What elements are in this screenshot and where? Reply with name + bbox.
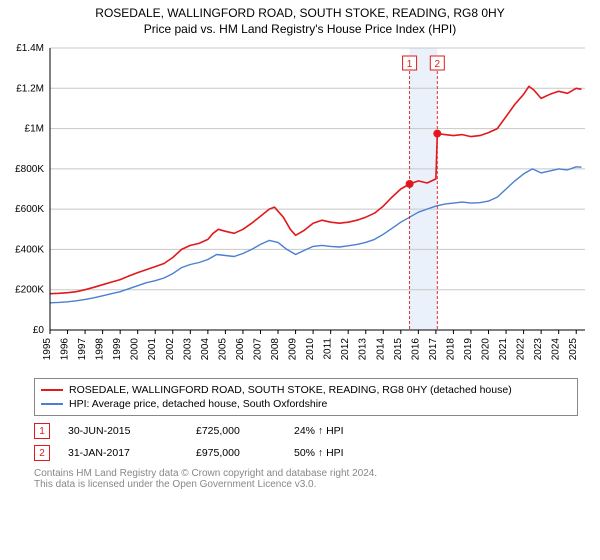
titles: ROSEDALE, WALLINGFORD ROAD, SOUTH STOKE,…	[0, 6, 600, 36]
x-tick-label: 2006	[235, 338, 246, 361]
x-tick-label: 1996	[60, 338, 71, 361]
chart-container: ROSEDALE, WALLINGFORD ROAD, SOUTH STOKE,…	[0, 6, 600, 490]
x-tick-label: 1997	[77, 338, 88, 361]
sale-band	[410, 48, 438, 330]
legend-item: ROSEDALE, WALLINGFORD ROAD, SOUTH STOKE,…	[41, 383, 571, 397]
legend-label: HPI: Average price, detached house, Sout…	[69, 398, 327, 410]
x-tick-label: 2022	[516, 338, 527, 361]
y-tick-label: £1.2M	[16, 83, 44, 94]
x-tick-label: 2024	[551, 338, 562, 361]
x-tick-label: 2004	[200, 338, 211, 361]
sale-flag-number: 2	[435, 59, 441, 70]
y-tick-label: £400K	[15, 244, 44, 255]
sale-date: 31-JAN-2017	[68, 447, 178, 459]
footer-licence: This data is licensed under the Open Gov…	[34, 479, 578, 490]
x-tick-label: 2016	[410, 338, 421, 361]
x-tick-label: 2013	[358, 338, 369, 361]
x-tick-label: 2007	[252, 338, 263, 361]
sale-marker: 2	[34, 445, 50, 461]
y-tick-label: £1M	[25, 124, 44, 135]
x-tick-label: 2011	[323, 338, 334, 360]
sale-delta: 50% ↑ HPI	[294, 447, 384, 459]
sale-price: £975,000	[196, 447, 276, 459]
x-tick-label: 2014	[375, 338, 386, 361]
footer-copyright: Contains HM Land Registry data © Crown c…	[34, 468, 578, 479]
x-tick-label: 2005	[217, 338, 228, 361]
legend-swatch	[41, 389, 63, 391]
sale-row: 2 31-JAN-2017 £975,000 50% ↑ HPI	[34, 442, 578, 464]
x-tick-label: 2000	[130, 338, 141, 361]
y-tick-label: £800K	[15, 164, 44, 175]
x-tick-label: 2018	[445, 338, 456, 361]
y-tick-label: £0	[33, 325, 45, 336]
legend-swatch	[41, 403, 63, 405]
x-tick-label: 2025	[568, 338, 579, 361]
legend: ROSEDALE, WALLINGFORD ROAD, SOUTH STOKE,…	[34, 378, 578, 416]
x-tick-label: 1998	[95, 338, 106, 361]
sale-point	[406, 180, 414, 188]
x-tick-label: 2001	[147, 338, 158, 361]
x-tick-label: 2020	[481, 338, 492, 361]
x-tick-label: 2017	[428, 338, 439, 361]
x-tick-label: 2012	[340, 338, 351, 361]
x-tick-label: 2008	[270, 338, 281, 361]
sale-delta: 24% ↑ HPI	[294, 425, 384, 437]
sale-row: 1 30-JUN-2015 £725,000 24% ↑ HPI	[34, 420, 578, 442]
x-tick-label: 2021	[498, 338, 509, 361]
sale-marker: 1	[34, 423, 50, 439]
y-tick-label: £1.4M	[16, 43, 44, 54]
x-tick-label: 2009	[288, 338, 299, 361]
legend-item: HPI: Average price, detached house, Sout…	[41, 397, 571, 411]
sale-date: 30-JUN-2015	[68, 425, 178, 437]
x-tick-label: 2023	[533, 338, 544, 361]
x-tick-label: 2019	[463, 338, 474, 361]
sale-point	[433, 130, 441, 138]
sale-price: £725,000	[196, 425, 276, 437]
legend-label: ROSEDALE, WALLINGFORD ROAD, SOUTH STOKE,…	[69, 384, 512, 396]
title-subtitle: Price paid vs. HM Land Registry's House …	[0, 22, 600, 36]
sales-table: 1 30-JUN-2015 £725,000 24% ↑ HPI 2 31-JAN-201…	[34, 420, 578, 464]
x-tick-label: 1995	[42, 338, 53, 361]
x-tick-label: 1999	[112, 338, 123, 361]
y-tick-label: £200K	[15, 285, 44, 296]
footer: Contains HM Land Registry data © Crown c…	[34, 468, 578, 490]
title-address: ROSEDALE, WALLINGFORD ROAD, SOUTH STOKE,…	[0, 6, 600, 20]
x-tick-label: 2010	[305, 338, 316, 361]
price-chart: £0 £200K £400K £600K £800K £1M £1.2M £1.4M 1 2 199…	[0, 42, 600, 372]
y-tick-label: £600K	[15, 204, 44, 215]
x-tick-label: 2002	[165, 338, 176, 361]
sale-flag-number: 1	[407, 59, 413, 70]
x-tick-label: 2015	[393, 338, 404, 361]
x-tick-label: 2003	[182, 338, 193, 361]
